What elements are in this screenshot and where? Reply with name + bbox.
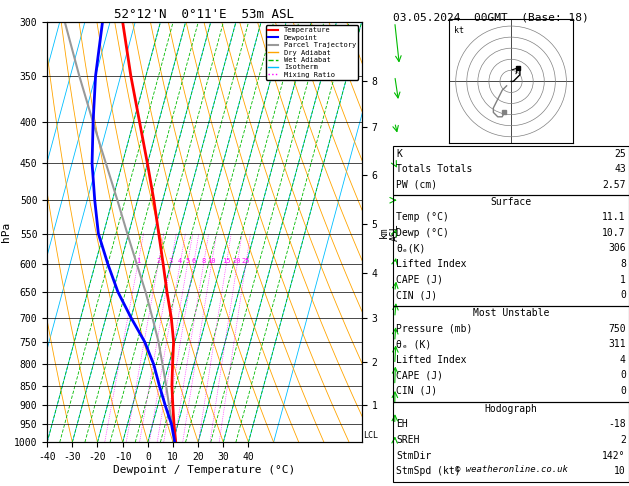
- Text: 43: 43: [614, 164, 626, 174]
- Text: 5: 5: [186, 258, 189, 264]
- Title: 52°12'N  0°11'E  53m ASL: 52°12'N 0°11'E 53m ASL: [114, 8, 294, 21]
- Text: 15: 15: [222, 258, 231, 264]
- Legend: Temperature, Dewpoint, Parcel Trajectory, Dry Adiabat, Wet Adiabat, Isotherm, Mi: Temperature, Dewpoint, Parcel Trajectory…: [266, 25, 358, 80]
- Text: 25: 25: [242, 258, 250, 264]
- Text: StmSpd (kt): StmSpd (kt): [396, 466, 461, 476]
- Text: 8: 8: [201, 258, 206, 264]
- Text: -18: -18: [608, 419, 626, 430]
- Text: 750: 750: [608, 324, 626, 334]
- Text: SREH: SREH: [396, 435, 420, 445]
- Text: EH: EH: [396, 419, 408, 430]
- Text: 2: 2: [620, 435, 626, 445]
- Text: CAPE (J): CAPE (J): [396, 370, 443, 381]
- Text: Dewp (°C): Dewp (°C): [396, 228, 449, 238]
- Text: 4: 4: [178, 258, 182, 264]
- Text: 25: 25: [614, 149, 626, 159]
- Text: 306: 306: [608, 243, 626, 254]
- Text: θₑ (K): θₑ (K): [396, 339, 431, 349]
- Y-axis label: hPa: hPa: [1, 222, 11, 242]
- Text: 10: 10: [208, 258, 216, 264]
- Text: 311: 311: [608, 339, 626, 349]
- Text: 10.7: 10.7: [603, 228, 626, 238]
- Text: 20: 20: [233, 258, 242, 264]
- Text: CIN (J): CIN (J): [396, 386, 437, 396]
- Text: LCL: LCL: [363, 431, 378, 440]
- Text: 2: 2: [156, 258, 160, 264]
- Text: Most Unstable: Most Unstable: [473, 308, 549, 318]
- Text: Lifted Index: Lifted Index: [396, 259, 467, 269]
- Y-axis label: km
ASL: km ASL: [379, 223, 400, 241]
- Text: 0: 0: [620, 370, 626, 381]
- Text: StmDir: StmDir: [396, 451, 431, 461]
- Text: Hodograph: Hodograph: [484, 404, 538, 414]
- Text: 03.05.2024  00GMT  (Base: 18): 03.05.2024 00GMT (Base: 18): [393, 12, 589, 22]
- Text: 4: 4: [620, 355, 626, 365]
- Text: 1: 1: [620, 275, 626, 285]
- Text: θₑ(K): θₑ(K): [396, 243, 426, 254]
- Text: K: K: [396, 149, 402, 159]
- Text: Pressure (mb): Pressure (mb): [396, 324, 472, 334]
- Text: 10: 10: [614, 466, 626, 476]
- Text: Lifted Index: Lifted Index: [396, 355, 467, 365]
- Text: 11.1: 11.1: [603, 212, 626, 223]
- Text: 2.57: 2.57: [603, 180, 626, 190]
- Text: 142°: 142°: [603, 451, 626, 461]
- Text: Surface: Surface: [491, 197, 532, 207]
- Text: 0: 0: [620, 290, 626, 300]
- Text: kt: kt: [454, 26, 464, 35]
- Text: 1: 1: [136, 258, 140, 264]
- Text: 8: 8: [620, 259, 626, 269]
- Text: CAPE (J): CAPE (J): [396, 275, 443, 285]
- Text: Temp (°C): Temp (°C): [396, 212, 449, 223]
- X-axis label: Dewpoint / Temperature (°C): Dewpoint / Temperature (°C): [113, 465, 296, 475]
- Text: © weatheronline.co.uk: © weatheronline.co.uk: [455, 465, 567, 474]
- Text: Totals Totals: Totals Totals: [396, 164, 472, 174]
- Text: 6: 6: [191, 258, 196, 264]
- Text: PW (cm): PW (cm): [396, 180, 437, 190]
- Text: 3: 3: [169, 258, 173, 264]
- Text: CIN (J): CIN (J): [396, 290, 437, 300]
- Text: 0: 0: [620, 386, 626, 396]
